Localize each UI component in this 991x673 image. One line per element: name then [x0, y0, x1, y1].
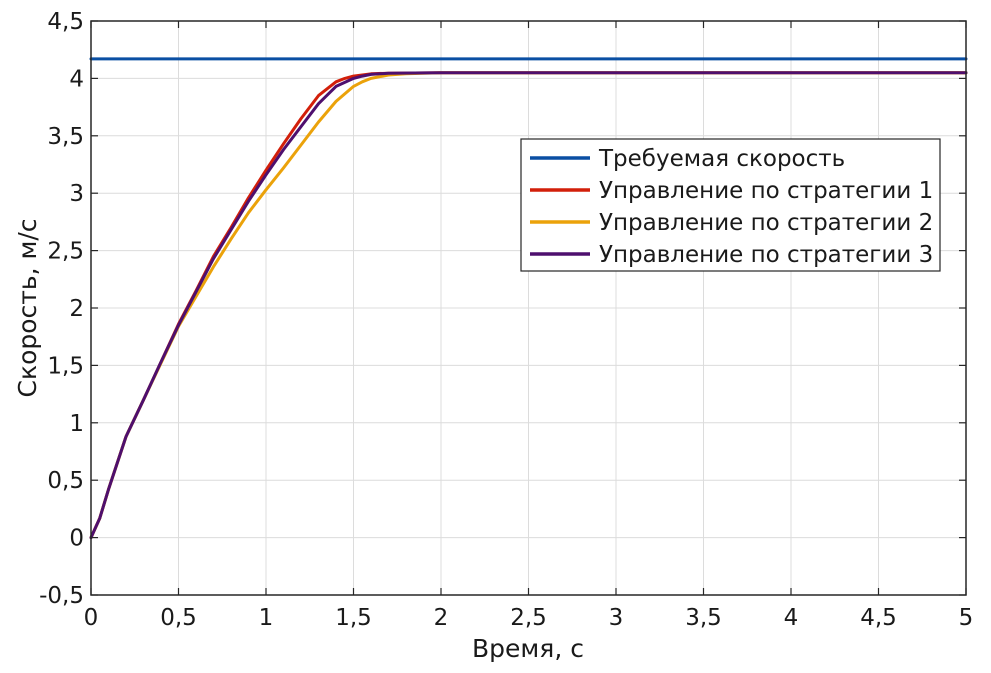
x-tick-label: 2: [434, 605, 449, 631]
x-tick-label: 3: [609, 605, 624, 631]
x-tick-label: 1,5: [335, 605, 372, 631]
x-tick-label: 0: [84, 605, 99, 631]
series-layer: [89, 57, 968, 540]
y-tick-label: 3,5: [47, 124, 84, 150]
y-tick-label: 0,5: [47, 468, 84, 494]
grid: [90, 20, 967, 596]
legend: Требуемая скорость Управление по стратеги…: [520, 138, 941, 272]
y-axis-label: Скорость, м/с: [13, 219, 42, 398]
y-tick-label: 3: [69, 181, 84, 207]
x-tick-label: 2,5: [510, 605, 547, 631]
y-tick-label: -0,5: [39, 583, 84, 609]
y-tick-label: 4: [69, 66, 84, 92]
series-line-4: [89, 71, 968, 540]
x-tick-label: 0,5: [160, 605, 197, 631]
legend-label-3: Управление по стратегии 2: [599, 210, 933, 236]
y-tick-labels: -0,5 0 0,5 1 1,5 2 2,5 3 3,5 4 4,5: [39, 9, 84, 609]
x-tick-label: 3,5: [685, 605, 722, 631]
legend-box: [520, 138, 941, 272]
tick-marks: [90, 20, 967, 596]
legend-label-1: Требуемая скорость: [598, 146, 845, 172]
y-tick-label: 2,5: [47, 239, 84, 265]
legend-label-4: Управление по стратегии 3: [599, 242, 933, 268]
x-axis-label: Время, с: [472, 634, 584, 663]
x-tick-label: 5: [959, 605, 974, 631]
legend-label-2: Управление по стратегии 1: [599, 178, 933, 204]
x-tick-label: 4: [784, 605, 799, 631]
x-tick-label: 1: [259, 605, 274, 631]
y-tick-label: 4,5: [47, 9, 84, 35]
y-tick-label: 1: [69, 411, 84, 437]
x-tick-label: 4,5: [860, 605, 897, 631]
y-tick-label: 1,5: [47, 353, 84, 379]
y-tick-label: 2: [69, 296, 84, 322]
y-tick-label: 0: [69, 526, 84, 552]
x-tick-labels: 0 0,5 1 1,5 2 2,5 3 3,5 4 4,5 5: [84, 605, 974, 631]
